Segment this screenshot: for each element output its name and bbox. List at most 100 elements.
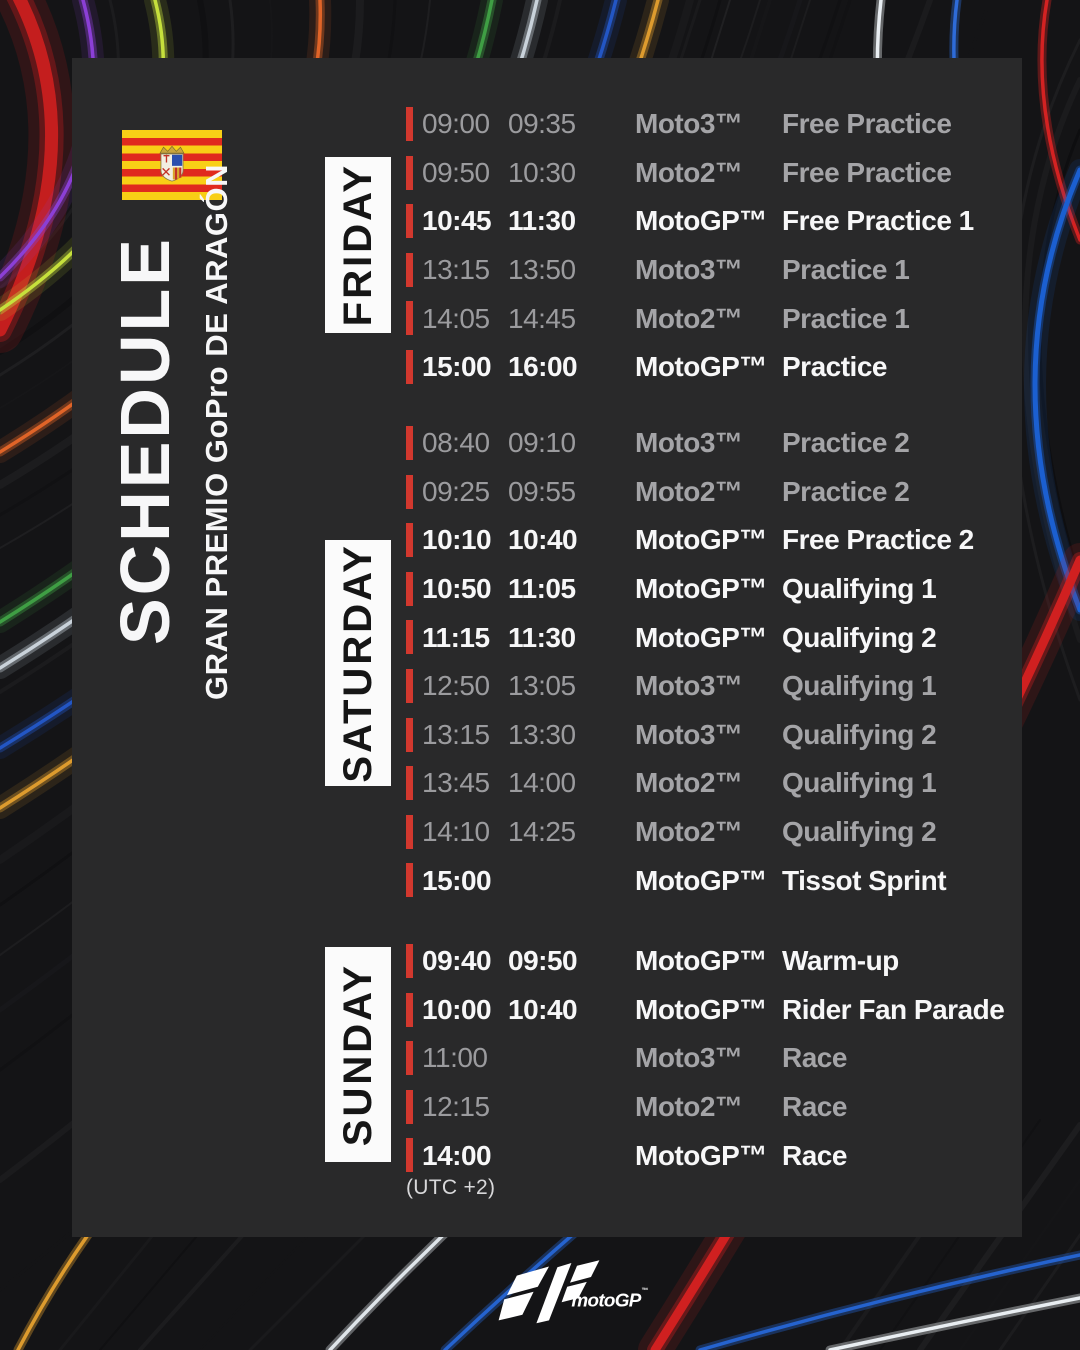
end-time: 11:05 [508, 573, 576, 605]
session-name: Free Practice [782, 156, 952, 188]
session-name: Warm-up [782, 945, 899, 977]
schedule-row: 09:40 09:50 MotoGP™ Warm-up [72, 937, 1022, 986]
session-name: Qualifying 1 [782, 573, 937, 605]
session-name: Practice 1 [782, 254, 910, 286]
schedule-row: 10:50 11:05 MotoGP™ Qualifying 1 [72, 565, 1022, 614]
start-time: 10:10 [422, 524, 492, 556]
end-time: 09:55 [508, 475, 576, 507]
session-name: Race [782, 1091, 847, 1123]
category-label: MotoGP™ [635, 524, 767, 556]
session-tick-icon [406, 571, 413, 606]
start-time: 15:00 [422, 351, 492, 383]
start-time: 09:00 [422, 108, 490, 140]
session-name: Qualifying 2 [782, 718, 937, 750]
start-time: 11:15 [422, 621, 490, 653]
start-time: 09:40 [422, 945, 492, 977]
session-tick-icon [406, 620, 413, 655]
start-time: 12:50 [422, 670, 490, 702]
start-time: 11:00 [422, 1042, 488, 1074]
category-label: MotoGP™ [635, 864, 767, 896]
category-label: Moto3™ [635, 1042, 743, 1074]
category-label: Moto3™ [635, 670, 743, 702]
end-time: 09:35 [508, 108, 576, 140]
schedule-row: 11:00 Moto3™ Race [72, 1034, 1022, 1083]
start-time: 10:50 [422, 573, 492, 605]
category-label: Moto2™ [635, 1091, 743, 1123]
session-tick-icon [406, 1138, 413, 1173]
session-name: Qualifying 2 [782, 621, 937, 653]
session-tick-icon [406, 155, 413, 190]
category-label: Moto2™ [635, 156, 743, 188]
session-name: Qualifying 1 [782, 670, 937, 702]
end-time: 10:30 [508, 156, 576, 188]
schedule-row: 11:15 11:30 MotoGP™ Qualifying 2 [72, 613, 1022, 662]
start-time: 13:15 [422, 718, 490, 750]
category-label: MotoGP™ [635, 205, 767, 237]
category-label: MotoGP™ [635, 945, 767, 977]
aragon-flag-icon [122, 130, 222, 200]
end-time: 11:30 [508, 621, 576, 653]
session-tick-icon [406, 349, 413, 384]
schedule-row: 10:45 11:30 MotoGP™ Free Practice 1 [72, 197, 1022, 246]
session-tick-icon [406, 474, 413, 509]
session-tick-icon [406, 863, 413, 898]
schedule-row: 12:15 Moto2™ Race [72, 1083, 1022, 1132]
schedule-row: 08:40 09:10 Moto3™ Practice 2 [72, 419, 1022, 468]
session-name: Race [782, 1042, 847, 1074]
motogp-logo-text: motoGP [571, 1290, 641, 1311]
end-time: 10:40 [508, 993, 578, 1025]
session-name: Practice 1 [782, 302, 910, 334]
start-time: 13:15 [422, 254, 490, 286]
timezone-note: (UTC +2) [406, 1176, 496, 1199]
schedule-row: 13:15 13:30 Moto3™ Qualifying 2 [72, 711, 1022, 760]
session-tick-icon [406, 944, 413, 978]
saturday-sessions: 08:40 09:10 Moto3™ Practice 2 09:25 09:5… [72, 419, 1022, 905]
end-time: 16:00 [508, 351, 578, 383]
session-tick-icon [406, 107, 413, 141]
sunday-sessions: 09:40 09:50 MotoGP™ Warm-up 10:00 10:40 … [72, 937, 1022, 1180]
schedule-row: 14:00 MotoGP™ Race [72, 1131, 1022, 1180]
session-tick-icon [406, 814, 413, 849]
session-name: Practice [782, 351, 887, 383]
category-label: Moto3™ [635, 427, 743, 459]
session-name: Practice 2 [782, 427, 910, 459]
category-label: Moto2™ [635, 767, 743, 799]
session-name: Rider Fan Parade [782, 993, 1005, 1025]
category-label: Moto2™ [635, 816, 743, 848]
category-label: Moto3™ [635, 108, 743, 140]
schedule-row: 15:00 MotoGP™ Tissot Sprint [72, 856, 1022, 905]
day-label-friday: FRIDAY [325, 157, 391, 333]
session-name: Qualifying 2 [782, 816, 937, 848]
start-time: 12:15 [422, 1091, 490, 1123]
start-time: 08:40 [422, 427, 490, 459]
session-name: Free Practice 1 [782, 205, 974, 237]
start-time: 10:45 [422, 205, 492, 237]
end-time: 10:40 [508, 524, 578, 556]
start-time: 14:05 [422, 302, 490, 334]
end-time: 09:10 [508, 427, 576, 459]
session-tick-icon [406, 523, 413, 558]
category-label: MotoGP™ [635, 993, 767, 1025]
start-time: 14:10 [422, 816, 490, 848]
end-time: 14:25 [508, 816, 576, 848]
schedule-row: 10:00 10:40 MotoGP™ Rider Fan Parade [72, 986, 1022, 1035]
schedule-row: 09:50 10:30 Moto2™ Free Practice [72, 149, 1022, 198]
motogp-logo: motoGP ™ [498, 1260, 648, 1324]
day-label-sunday: SUNDAY [325, 947, 391, 1162]
session-tick-icon [406, 1089, 413, 1124]
session-name: Free Practice [782, 108, 952, 140]
schedule-row: 12:50 13:05 Moto3™ Qualifying 1 [72, 662, 1022, 711]
end-time: 14:00 [508, 767, 576, 799]
category-label: Moto2™ [635, 475, 743, 507]
schedule-row: 09:00 09:35 Moto3™ Free Practice [72, 100, 1022, 149]
session-name: Qualifying 1 [782, 767, 937, 799]
category-label: Moto3™ [635, 718, 743, 750]
schedule-row: 15:00 16:00 MotoGP™ Practice [72, 343, 1022, 392]
schedule-row: 09:25 09:55 Moto2™ Practice 2 [72, 468, 1022, 517]
session-tick-icon [406, 766, 413, 801]
session-name: Free Practice 2 [782, 524, 974, 556]
session-tick-icon [406, 252, 413, 287]
start-time: 09:25 [422, 475, 490, 507]
category-label: Moto3™ [635, 254, 743, 286]
